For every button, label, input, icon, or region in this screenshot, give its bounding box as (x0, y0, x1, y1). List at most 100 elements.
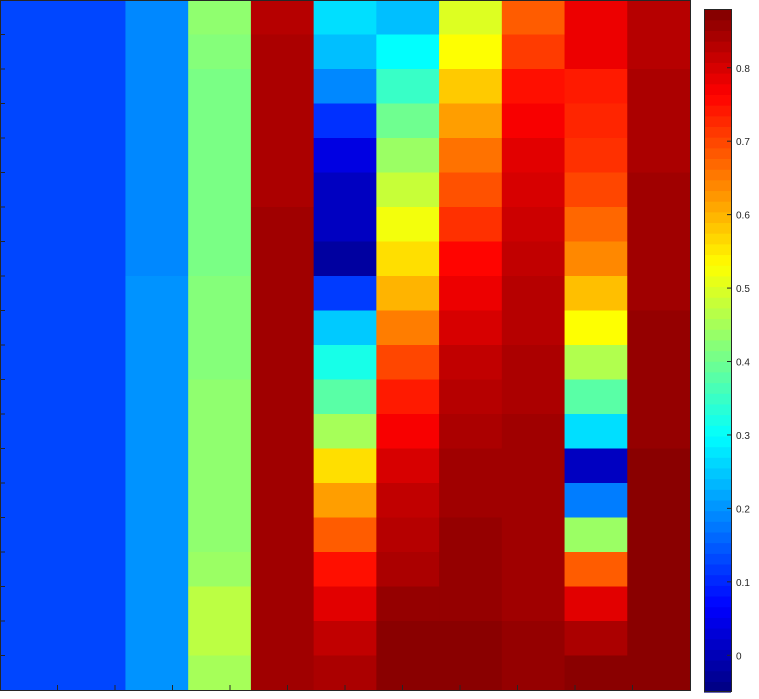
heatmap-cell (188, 103, 252, 139)
heatmap-cell (125, 379, 189, 415)
colorbar-segment (704, 41, 731, 53)
heatmap-cell (125, 310, 189, 346)
colorbar-tick-label: 0.4 (736, 358, 750, 369)
colorbar-segment (704, 115, 731, 127)
heatmap-cell (627, 0, 691, 36)
heatmap-cell (62, 483, 127, 519)
heatmap-cell (627, 138, 691, 174)
heatmap-cell (250, 414, 315, 450)
heatmap-cell (439, 172, 503, 208)
heatmap-cell (250, 138, 315, 174)
heatmap-cell (564, 276, 628, 312)
heatmap-cell (125, 276, 189, 312)
colorbar-segment (704, 147, 731, 159)
heatmap-cell (439, 34, 503, 70)
colorbar-segment (704, 83, 731, 95)
heatmap-cell (188, 552, 252, 588)
heatmap-cell (627, 310, 691, 346)
heatmap-cell (188, 34, 252, 70)
colorbar-segment (704, 211, 731, 224)
heatmap-cell (188, 207, 252, 243)
colorbar-segment (704, 531, 731, 544)
heatmap-cell (564, 379, 628, 415)
heatmap-cell (439, 276, 503, 312)
heatmap-cell (250, 379, 315, 415)
colorbar-segment (704, 478, 731, 490)
heatmap-cell (376, 621, 440, 657)
heatmap-cell (564, 586, 628, 622)
heatmap-cell (564, 241, 628, 277)
heatmap-cell (250, 586, 315, 622)
heatmap-cell (188, 483, 252, 519)
heatmap-cell (125, 241, 189, 277)
heatmap-cell (501, 276, 566, 312)
heatmap-cell (376, 0, 440, 36)
heatmap-cell (627, 345, 691, 381)
heatmap-cell (62, 34, 127, 70)
heatmap-cell (564, 517, 628, 553)
heatmap-cell (62, 103, 127, 139)
heatmap-cell (188, 276, 252, 312)
heatmap-cell (313, 0, 377, 36)
heatmap-cell (188, 379, 252, 415)
heatmap-cell (0, 103, 64, 139)
colorbar-segment (704, 595, 731, 608)
colorbar-tick-label: 0.7 (736, 137, 750, 148)
colorbar-segment (704, 126, 731, 138)
heatmap-cell (376, 276, 440, 312)
colorbar-segment (704, 318, 731, 330)
colorbar-segment (704, 382, 731, 394)
colorbar-segment (704, 371, 731, 384)
heatmap-cell (439, 207, 503, 243)
heatmap-cell (0, 241, 64, 277)
heatmap-cell (501, 103, 566, 139)
colorbar-segment (704, 670, 731, 682)
colorbar-segment (704, 638, 731, 650)
heatmap-cell (188, 0, 252, 36)
colorbar-segment (704, 158, 731, 170)
heatmap-cell (439, 414, 503, 450)
heatmap-cell (501, 138, 566, 174)
heatmap-cell (250, 621, 315, 657)
heatmap-cell (0, 276, 64, 312)
colorbar-segment (704, 414, 731, 426)
heatmap-cell (627, 483, 691, 519)
colorbar-segment (704, 681, 731, 693)
heatmap-cell (188, 414, 252, 450)
colorbar-segment (704, 233, 731, 245)
heatmap-cell (564, 655, 628, 691)
heatmap-cell (564, 310, 628, 346)
colorbar-segment (704, 553, 731, 565)
heatmap-cell (125, 621, 189, 657)
heatmap-cell (313, 414, 377, 450)
heatmap-cell (188, 655, 252, 691)
heatmap-cell (376, 379, 440, 415)
heatmap-cell (564, 172, 628, 208)
heatmap-cell (0, 69, 64, 105)
heatmap-cell (313, 448, 377, 484)
heatmap-cell (627, 379, 691, 415)
heatmap-cell (0, 517, 64, 553)
heatmap-cell (376, 207, 440, 243)
heatmap-cell (62, 379, 127, 415)
heatmap-cell (501, 172, 566, 208)
heatmap-cell (376, 414, 440, 450)
colorbar-segment (704, 585, 731, 597)
heatmap-cell (188, 69, 252, 105)
colorbar-segment (704, 425, 731, 437)
heatmap-cell (0, 138, 64, 174)
heatmap-cell (439, 138, 503, 174)
heatmap-cell (0, 207, 64, 243)
heatmap-cell (250, 241, 315, 277)
heatmap-cell (376, 69, 440, 105)
heatmap-cell (501, 241, 566, 277)
heatmap-cell (188, 138, 252, 174)
heatmap-cell (627, 621, 691, 657)
heatmap-cell (250, 552, 315, 588)
heatmap-cell (0, 552, 64, 588)
heatmap-cell (0, 34, 64, 70)
heatmap-cell (501, 448, 566, 484)
heatmap-cell (313, 34, 377, 70)
heatmap-cell (62, 276, 127, 312)
